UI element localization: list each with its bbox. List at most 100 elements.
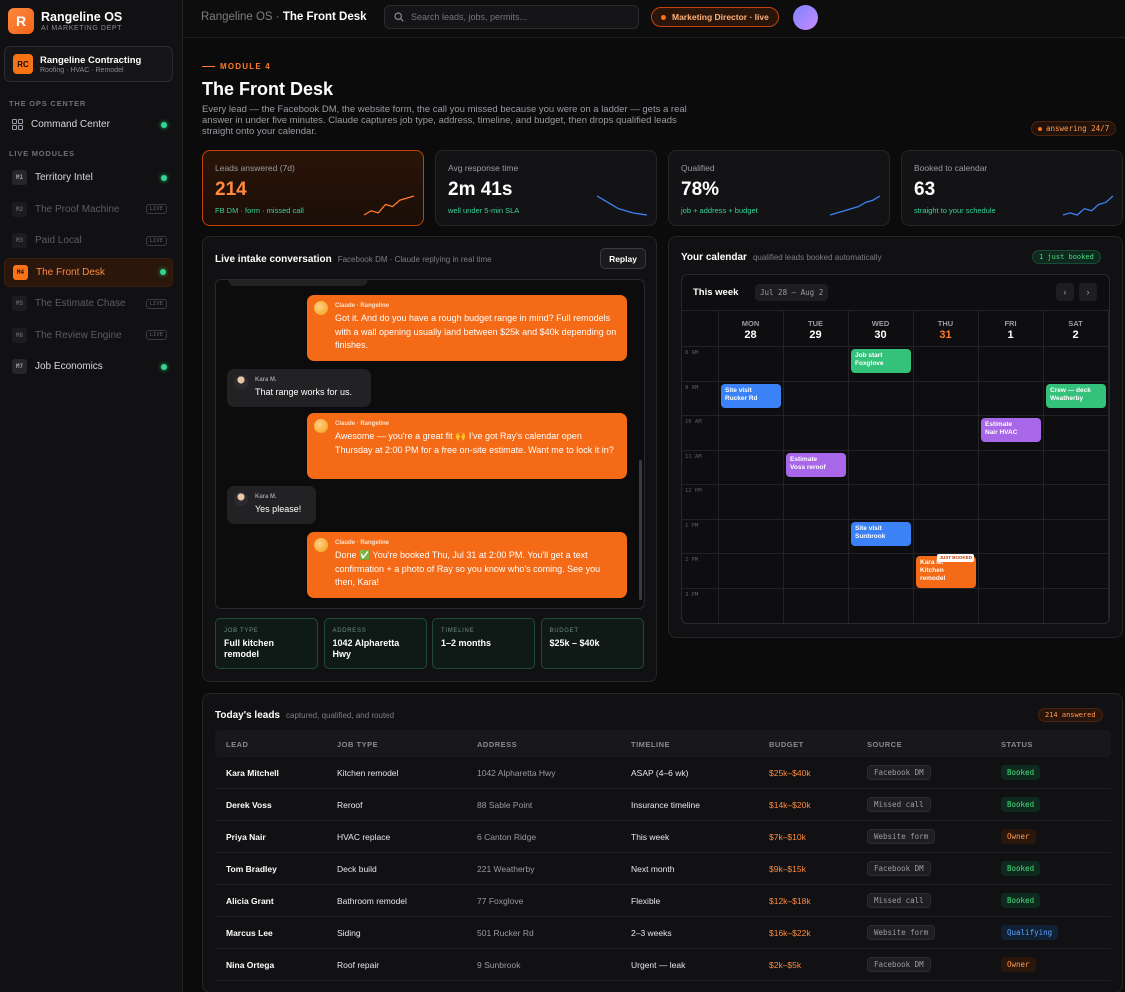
- user-avatar: [234, 492, 248, 506]
- table-row[interactable]: Marcus Lee Siding 501 Rucker Rd 2–3 weeks $1…: [215, 917, 1111, 949]
- day-header-fri: FRI 1: [978, 319, 1043, 341]
- sparkline-path: [829, 195, 881, 216]
- replay-button[interactable]: Replay: [600, 248, 646, 269]
- hour-label: 11 AM: [685, 453, 702, 460]
- role-badge[interactable]: Marketing Director · live: [651, 7, 779, 27]
- week-label: This week: [693, 287, 739, 298]
- cell-address: 221 Weatherby: [477, 864, 535, 874]
- module-code: M1: [12, 170, 27, 185]
- user-message: Kara M. That range works for us.: [227, 369, 371, 407]
- sidebar-item-paid-local[interactable]: M3 Paid Local LIVE: [4, 226, 173, 255]
- sparkline-path: [363, 195, 415, 216]
- event-text: Kara M. Kitchen remodel: [920, 559, 946, 582]
- cell-budget: $9k–$15k: [769, 864, 806, 874]
- day-name: FRI: [1004, 319, 1017, 328]
- breadcrumb-root[interactable]: Rangeline OS ·: [201, 11, 280, 23]
- day-header-mon: MON 28: [718, 319, 783, 341]
- cell-job: Reroof: [337, 800, 363, 810]
- cell-timeline: Urgent — leak: [631, 960, 686, 970]
- sidebar-item-label: The Review Engine: [35, 329, 122, 341]
- source-chip: Facebook DM: [867, 957, 931, 972]
- calendar-column-line: [1108, 311, 1109, 623]
- calendar-event[interactable]: Site visit Sunbrook: [851, 521, 911, 546]
- cell-budget: $16k–$22k: [769, 928, 811, 938]
- source-chip: Missed call: [867, 893, 931, 908]
- sidebar-item-the-front-desk[interactable]: M4 The Front Desk: [4, 257, 173, 287]
- stat-subtext: FB DM · form · missed call: [215, 206, 304, 215]
- stat-value: 2m 41s: [448, 179, 513, 200]
- column-header: JOB TYPE: [337, 740, 379, 749]
- calendar-row-line: [682, 415, 1109, 416]
- chat-thread[interactable]: Claude · Rangeline Got it. And do you hav…: [215, 279, 645, 609]
- org-avatar: RC: [13, 54, 33, 74]
- table-row[interactable]: Tom Bradley Deck build 221 Weatherby Next m…: [215, 853, 1111, 885]
- cell-job: Deck build: [337, 864, 377, 874]
- day-number: 29: [809, 329, 822, 341]
- table-row[interactable]: Kara Mitchell Kitchen remodel 1042 Alphare…: [215, 757, 1111, 789]
- table-row[interactable]: Nina Ortega Roof repair 9 Sunbrook Urgent —…: [215, 949, 1111, 981]
- next-week-button[interactable]: ›: [1079, 283, 1097, 301]
- sidebar-item-the-proof-machine[interactable]: M2 The Proof Machine LIVE: [4, 195, 173, 224]
- module-code: M3: [12, 233, 27, 248]
- brand-logo: R: [8, 8, 34, 34]
- sidebar-item-the-estimate-chase[interactable]: M5 The Estimate Chase LIVE: [4, 289, 173, 318]
- message-text: Yes please!: [255, 504, 302, 514]
- prev-week-button[interactable]: ‹: [1056, 283, 1074, 301]
- calendar-panel: Your calendar qualified leads booked auto…: [668, 236, 1123, 638]
- status-badge: Owner: [1001, 957, 1036, 972]
- sidebar-item-label: The Front Desk: [36, 266, 105, 278]
- cell-budget: $14k–$20k: [769, 800, 811, 810]
- todays-leads-panel: Today's leads captured, qualified, and ro…: [202, 693, 1123, 992]
- calendar-event[interactable]: Estimate Nair HVAC: [981, 418, 1041, 442]
- status-badge: answering 24/7: [1031, 121, 1117, 136]
- cell-address: 6 Canton Ridge: [477, 832, 537, 842]
- calendar-event[interactable]: Kara M. Kitchen remodel JUST BOOKED: [916, 554, 976, 588]
- sidebar-item-label: Paid Local: [35, 235, 82, 246]
- event-tag: JUST BOOKED: [937, 554, 974, 562]
- sparkline: [363, 195, 415, 216]
- module-code: M2: [12, 201, 27, 217]
- module-code: M7: [12, 359, 27, 374]
- page-title: The Front Desk: [202, 79, 334, 99]
- chat-scrollbar[interactable]: [639, 460, 642, 600]
- column-header: TIMELINE: [631, 740, 670, 749]
- breadcrumb: Rangeline OS · The Front Desk: [201, 11, 367, 23]
- day-number: 2: [1072, 329, 1079, 341]
- cell-timeline: This week: [631, 832, 670, 842]
- sidebar-item-the-review-engine[interactable]: M6 The Review Engine LIVE: [4, 321, 173, 350]
- sparkline: [596, 195, 648, 216]
- user-message: Kara M. Yes please!: [227, 486, 316, 524]
- calendar-column-line: [783, 311, 784, 623]
- week-calendar: This week Jul 28 – Aug 2 ‹ › 8 AM 9 AM 10 …: [681, 274, 1110, 624]
- cell-budget: $12k–$18k: [769, 896, 811, 906]
- chevron-left-icon: ‹: [1063, 287, 1067, 297]
- table-row[interactable]: Priya Nair HVAC replace 6 Canton Ridge This…: [215, 821, 1111, 853]
- event-text: Estimate Voss reroof: [790, 455, 826, 471]
- org-switcher[interactable]: RC Rangeline Contracting Roofing · HVAC …: [4, 46, 173, 82]
- live-status-dot: [161, 174, 167, 181]
- calendar-event[interactable]: Site visit Rucker Rd: [721, 383, 781, 408]
- message-text: Awesome — you're a great fit 🙌 I've got …: [335, 431, 614, 455]
- sidebar-item-job-economics[interactable]: M7 Job Economics: [4, 352, 173, 381]
- cell-timeline: Flexible: [631, 896, 661, 906]
- search-input[interactable]: Search leads, jobs, permits...: [384, 5, 639, 29]
- cell-budget: $2k–$5k: [769, 960, 802, 970]
- cell-lead: Alicia Grant: [226, 896, 274, 906]
- table-row[interactable]: Alicia Grant Bathroom remodel 77 Foxglove F…: [215, 885, 1111, 917]
- column-header: SOURCE: [867, 740, 903, 749]
- calendar-event[interactable]: Job start Foxglove: [851, 349, 911, 373]
- user-avatar[interactable]: [793, 5, 818, 30]
- sidebar-item-territory-intel[interactable]: M1 Territory Intel: [4, 163, 173, 192]
- brand-name: Rangeline OS: [41, 10, 123, 24]
- stat-card: Qualified 78% job + address + budget: [668, 150, 890, 226]
- calendar-row-line: [682, 380, 1109, 382]
- table-row[interactable]: Derek Voss Reroof 88 Sable Point Insurance …: [215, 789, 1111, 821]
- intake-conversation-panel: Live intake conversation Facebook DM · Cl…: [202, 236, 657, 682]
- source-chip: Website form: [867, 925, 936, 940]
- cell-lead: Marcus Lee: [226, 928, 273, 938]
- stat-card: Avg response time 2m 41s well under 5-min …: [435, 150, 657, 226]
- brand[interactable]: R Rangeline OS AI MARKETING DEPT: [8, 8, 122, 34]
- calendar-event[interactable]: Crew — deck Weatherby: [1046, 383, 1106, 408]
- calendar-event[interactable]: Estimate Voss reroof: [786, 452, 846, 477]
- sidebar-item-command-center[interactable]: Command Center: [4, 110, 173, 139]
